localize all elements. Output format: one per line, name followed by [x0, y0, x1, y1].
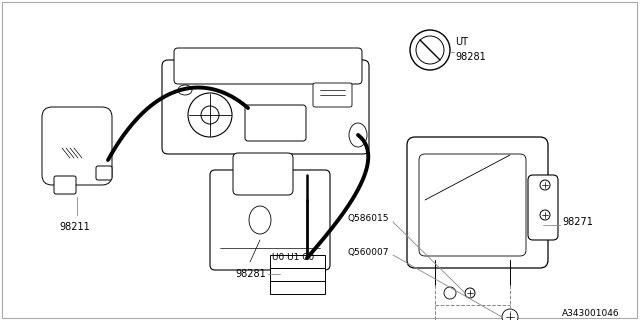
Text: A343001046: A343001046	[563, 308, 620, 317]
Circle shape	[505, 312, 515, 320]
FancyBboxPatch shape	[528, 175, 558, 240]
FancyBboxPatch shape	[162, 60, 369, 154]
Circle shape	[540, 180, 550, 190]
Text: UT: UT	[455, 37, 468, 47]
FancyBboxPatch shape	[245, 105, 306, 141]
FancyBboxPatch shape	[54, 176, 76, 194]
Text: 98281: 98281	[236, 269, 266, 279]
Text: 98281: 98281	[455, 52, 486, 62]
FancyBboxPatch shape	[42, 107, 112, 185]
FancyBboxPatch shape	[407, 137, 548, 268]
FancyBboxPatch shape	[313, 83, 352, 107]
Circle shape	[444, 287, 456, 299]
Circle shape	[465, 288, 475, 298]
Bar	[270, 268, 325, 281]
Ellipse shape	[178, 85, 192, 95]
FancyBboxPatch shape	[419, 154, 526, 256]
FancyBboxPatch shape	[210, 170, 330, 270]
Text: U0 U1 C0: U0 U1 C0	[272, 253, 314, 262]
Text: Q586015: Q586015	[348, 214, 390, 223]
FancyBboxPatch shape	[96, 166, 112, 180]
Text: 98271: 98271	[562, 217, 593, 227]
Circle shape	[188, 93, 232, 137]
Ellipse shape	[249, 206, 271, 234]
FancyBboxPatch shape	[233, 153, 293, 195]
Ellipse shape	[349, 123, 367, 147]
Circle shape	[416, 36, 444, 64]
Circle shape	[201, 106, 219, 124]
Bar	[270, 281, 325, 294]
Text: 98211: 98211	[60, 222, 90, 232]
Circle shape	[410, 30, 450, 70]
Bar	[270, 255, 325, 268]
FancyBboxPatch shape	[174, 48, 362, 84]
Circle shape	[502, 309, 518, 320]
Text: Q560007: Q560007	[348, 247, 390, 257]
Circle shape	[540, 210, 550, 220]
